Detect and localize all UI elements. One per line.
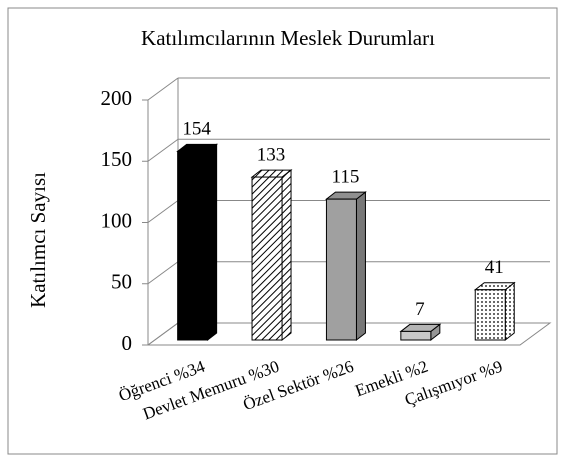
bar — [251, 176, 283, 341]
bar — [177, 150, 209, 341]
value-label: 7 — [415, 299, 425, 320]
y-tick-label: 0 — [122, 331, 133, 355]
grid-line — [147, 261, 179, 285]
grid-line — [147, 138, 179, 162]
value-label: 133 — [257, 144, 286, 165]
grid-line — [147, 322, 179, 346]
bar-side — [355, 191, 366, 342]
bar — [325, 198, 357, 341]
bar — [400, 330, 432, 341]
y-tick-label: 50 — [111, 270, 132, 294]
bar — [474, 289, 506, 341]
grid-line — [147, 77, 179, 101]
y-tick-label: 100 — [101, 208, 133, 232]
y-tick-label: 150 — [101, 147, 133, 171]
chart-title: Katılımcılarının Meslek Durumları — [141, 26, 435, 50]
value-label: 115 — [332, 166, 360, 187]
bar-side — [281, 169, 292, 342]
y-tick-label: 200 — [101, 86, 133, 110]
bar-side — [207, 143, 218, 342]
value-label: 154 — [182, 119, 211, 140]
value-label: 41 — [485, 257, 504, 278]
grid-line — [147, 200, 179, 223]
y-axis-label: Katılımcı Sayısı — [26, 172, 50, 308]
bar-side — [504, 281, 515, 342]
